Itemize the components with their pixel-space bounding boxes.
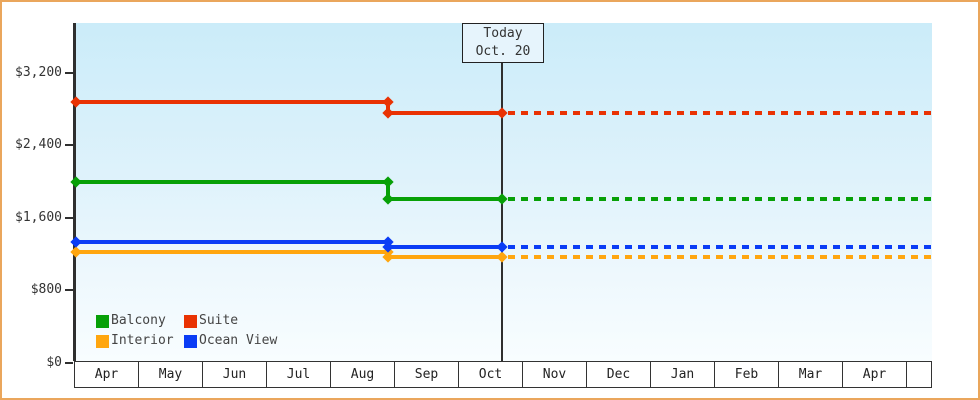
today-label: Today — [483, 26, 523, 41]
series-line-step-balcony — [386, 180, 390, 201]
series-line-forecast-dotted-suite — [508, 110, 932, 115]
month-cell-empty — [907, 362, 931, 387]
y-tick-mark — [65, 216, 73, 219]
y-tick-label: $0 — [46, 354, 62, 370]
legend-item-ocean-view: Ocean View — [184, 334, 277, 348]
month-axis-band: Apr May Jun Jul Aug Sep Oct Nov Dec Jan Feb Mar Apr — [74, 361, 932, 388]
series-line-forecast-dotted-ocean-view — [508, 244, 932, 249]
today-date-label: Oct. 20 — [475, 44, 531, 59]
y-tick-label: $1,600 — [15, 209, 62, 225]
y-tick-label: $2,400 — [15, 137, 62, 153]
y-tick-mark — [65, 289, 73, 292]
series-line-after-interior — [386, 254, 504, 259]
series-line-before-suite — [74, 99, 390, 104]
month-cell-apr: Apr — [843, 362, 907, 387]
month-cell-apr: Apr — [75, 362, 139, 387]
legend-swatch-interior — [96, 334, 109, 348]
y-tick-mark — [65, 144, 73, 147]
month-cell-jan: Jan — [651, 362, 715, 387]
month-cell-may: May — [139, 362, 203, 387]
legend-swatch-balcony — [96, 314, 109, 328]
today-vertical-line — [501, 63, 503, 361]
y-tick-mark — [65, 71, 73, 74]
legend-item-interior: Interior — [96, 334, 174, 348]
legend-label-ocean-view: Ocean View — [199, 333, 278, 348]
month-cell-aug: Aug — [331, 362, 395, 387]
month-cell-jun: Jun — [203, 362, 267, 387]
month-cell-jul: Jul — [267, 362, 331, 387]
y-tick-mark — [65, 361, 73, 364]
month-cell-nov: Nov — [523, 362, 587, 387]
series-line-after-suite — [386, 110, 504, 115]
y-axis-line — [73, 23, 76, 361]
chart-plot-area — [74, 23, 932, 361]
legend-swatch-suite — [184, 314, 197, 328]
series-line-after-balcony — [386, 196, 504, 201]
month-cell-feb: Feb — [715, 362, 779, 387]
legend-swatch-ocean-view — [184, 334, 197, 348]
month-cell-mar: Mar — [779, 362, 843, 387]
legend-item-suite: Suite — [184, 314, 238, 328]
today-marker-box: Today Oct. 20 — [462, 23, 544, 63]
legend-label-balcony: Balcony — [111, 313, 166, 328]
month-cell-sep: Sep — [395, 362, 459, 387]
month-cell-dec: Dec — [587, 362, 651, 387]
legend-label-interior: Interior — [111, 333, 174, 348]
series-line-forecast-dotted-interior — [508, 254, 932, 259]
legend-label-suite: Suite — [199, 313, 239, 328]
y-tick-label: $800 — [30, 282, 62, 298]
series-line-before-ocean-view — [74, 240, 390, 245]
y-tick-label: $3,200 — [15, 64, 62, 80]
month-cell-oct: Oct — [459, 362, 523, 387]
series-line-before-balcony — [74, 180, 390, 185]
series-line-after-ocean-view — [386, 244, 504, 249]
series-line-forecast-dotted-balcony — [508, 196, 932, 201]
series-line-before-interior — [74, 250, 390, 254]
legend-item-balcony: Balcony — [96, 314, 166, 328]
